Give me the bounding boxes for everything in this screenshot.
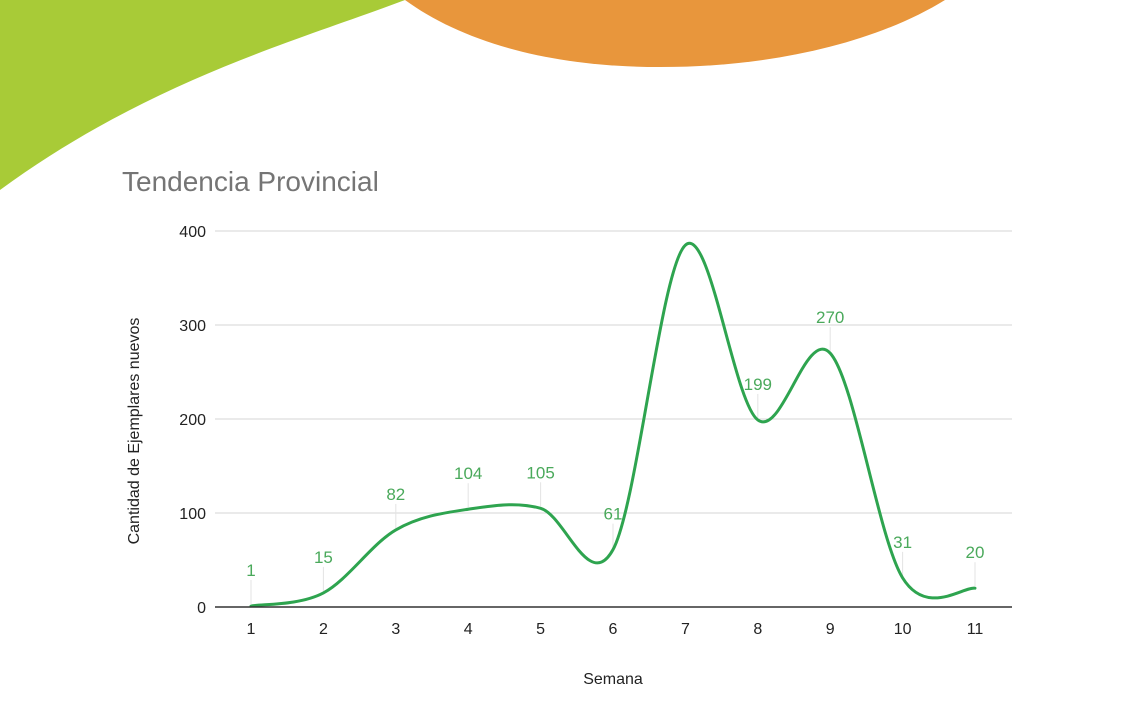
data-label: 15 <box>314 548 333 567</box>
x-tick-label: 8 <box>753 621 762 638</box>
orange-arc-shape <box>405 0 945 67</box>
x-tick-label: 9 <box>826 621 835 638</box>
x-tick-label: 5 <box>536 621 545 638</box>
x-tick-label: 10 <box>894 621 912 638</box>
y-tick-label: 100 <box>179 506 206 523</box>
data-label: 1 <box>246 561 255 580</box>
data-label: 199 <box>744 375 772 394</box>
x-tick-label: 4 <box>464 621 473 638</box>
y-axis-title: Cantidad de Ejemplares nuevos <box>126 318 143 545</box>
data-labels: 1 15 82 104 105 61 199 270 31 20 <box>246 308 984 580</box>
data-label: 270 <box>816 308 844 327</box>
data-label: 105 <box>526 463 554 482</box>
data-label: 31 <box>893 533 912 552</box>
x-tick-label: 11 <box>967 621 984 638</box>
x-tick-label: 1 <box>247 621 256 638</box>
y-axis-ticks: 0 100 200 300 400 <box>179 224 206 617</box>
label-leader-lines <box>250 327 976 605</box>
chart-title: Tendencia Provincial <box>122 166 379 197</box>
y-tick-label: 300 <box>179 318 206 335</box>
series-line <box>249 241 977 608</box>
data-label: 104 <box>454 464 482 483</box>
data-points <box>249 243 977 608</box>
gridlines <box>215 230 1012 514</box>
x-axis-title: Semana <box>583 671 643 688</box>
x-tick-label: 7 <box>681 621 690 638</box>
data-label: 61 <box>604 505 623 524</box>
x-tick-label: 6 <box>609 621 618 638</box>
x-axis-ticks: 1 2 3 4 5 6 7 8 9 10 11 <box>247 621 984 638</box>
green-wave-shape <box>0 0 405 190</box>
x-tick-label: 3 <box>391 621 400 638</box>
y-tick-label: 400 <box>179 224 206 241</box>
y-tick-label: 200 <box>179 412 206 429</box>
x-tick-label: 2 <box>319 621 328 638</box>
data-label: 82 <box>386 485 405 504</box>
data-label: 20 <box>966 543 985 562</box>
y-tick-label: 0 <box>197 600 206 617</box>
